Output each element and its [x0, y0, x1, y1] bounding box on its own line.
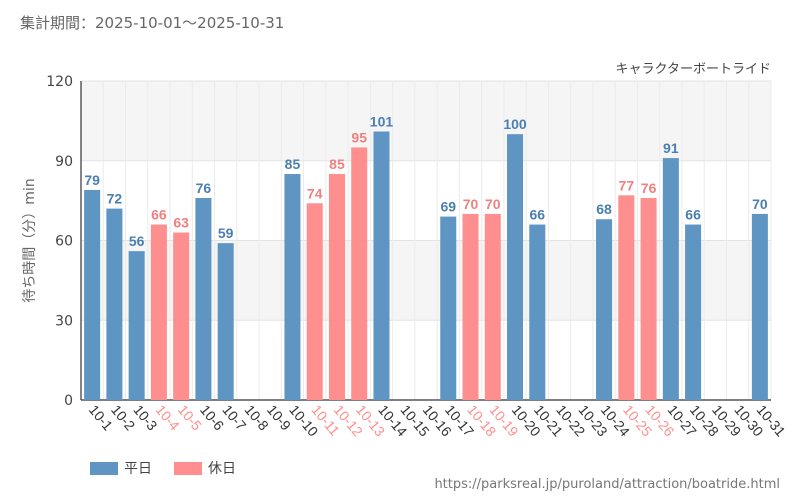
- bar-value-label: 72: [107, 191, 123, 207]
- bar-value-label: 77: [619, 177, 635, 193]
- bar-value-label: 66: [151, 207, 167, 223]
- bar: [529, 224, 546, 400]
- bar-value-label: 70: [752, 196, 768, 212]
- bar-value-label: 91: [663, 140, 679, 156]
- bar: [328, 174, 345, 400]
- bar-value-label: 95: [351, 129, 367, 145]
- bar-value-label: 76: [641, 180, 657, 196]
- bar-value-label: 85: [329, 156, 345, 172]
- bar-value-label: 69: [440, 199, 456, 215]
- bar: [373, 131, 390, 400]
- bar-value-label: 56: [129, 233, 145, 249]
- bar: [462, 213, 479, 400]
- y-tick-label: 90: [55, 154, 73, 170]
- y-tick-label: 120: [46, 74, 73, 90]
- source-url[interactable]: https://parksreal.jp/puroland/attraction…: [434, 477, 780, 492]
- y-tick-label: 30: [55, 313, 73, 329]
- bar-value-label: 101: [370, 114, 394, 130]
- y-axis-label: 待ち時間（分）min: [22, 178, 38, 302]
- bar: [662, 158, 679, 400]
- bar: [306, 203, 323, 400]
- bar-value-label: 70: [463, 196, 479, 212]
- legend-swatch-holiday: [174, 461, 202, 475]
- bar-value-label: 76: [196, 180, 212, 196]
- legend-item-holiday[interactable]: 休日: [174, 458, 236, 478]
- bar: [173, 232, 190, 400]
- x-tick-label: 10-1: [86, 402, 116, 434]
- bar-value-label: 74: [307, 185, 323, 201]
- bar-value-label: 79: [84, 172, 100, 188]
- bar-value-label: 68: [596, 201, 612, 217]
- chart-title: キャラクターボートライド: [616, 62, 771, 77]
- bar: [84, 189, 101, 400]
- bar: [217, 243, 234, 400]
- bar: [440, 216, 457, 400]
- bar: [106, 208, 123, 400]
- bar: [150, 224, 167, 400]
- bar-value-label: 70: [485, 196, 501, 212]
- bar-value-label: 59: [218, 225, 234, 241]
- legend-label-weekday: 平日: [124, 461, 152, 477]
- bar: [596, 219, 613, 400]
- bar: [640, 197, 657, 400]
- bar-value-label: 63: [173, 215, 189, 231]
- bar: [484, 213, 501, 400]
- bar-value-label: 100: [503, 116, 527, 132]
- plot-band: [81, 81, 771, 161]
- bar: [351, 147, 368, 400]
- bar: [284, 174, 301, 400]
- bar-value-label: 85: [285, 156, 301, 172]
- bar: [195, 197, 212, 400]
- bar-value-label: 66: [685, 207, 701, 223]
- bar: [507, 134, 524, 400]
- bar: [751, 213, 768, 400]
- bar: [618, 195, 635, 400]
- bar: [128, 251, 145, 400]
- y-tick-label: 60: [55, 234, 73, 250]
- legend-swatch-weekday: [90, 461, 118, 475]
- legend: 平日 休日: [90, 458, 236, 478]
- legend-item-weekday[interactable]: 平日: [90, 458, 152, 478]
- y-tick-label: 0: [64, 393, 73, 409]
- period-label: 集計期間：2025-10-01〜2025-10-31: [20, 14, 285, 32]
- bar-value-label: 66: [530, 207, 546, 223]
- bar: [685, 224, 702, 400]
- legend-label-holiday: 休日: [208, 461, 236, 477]
